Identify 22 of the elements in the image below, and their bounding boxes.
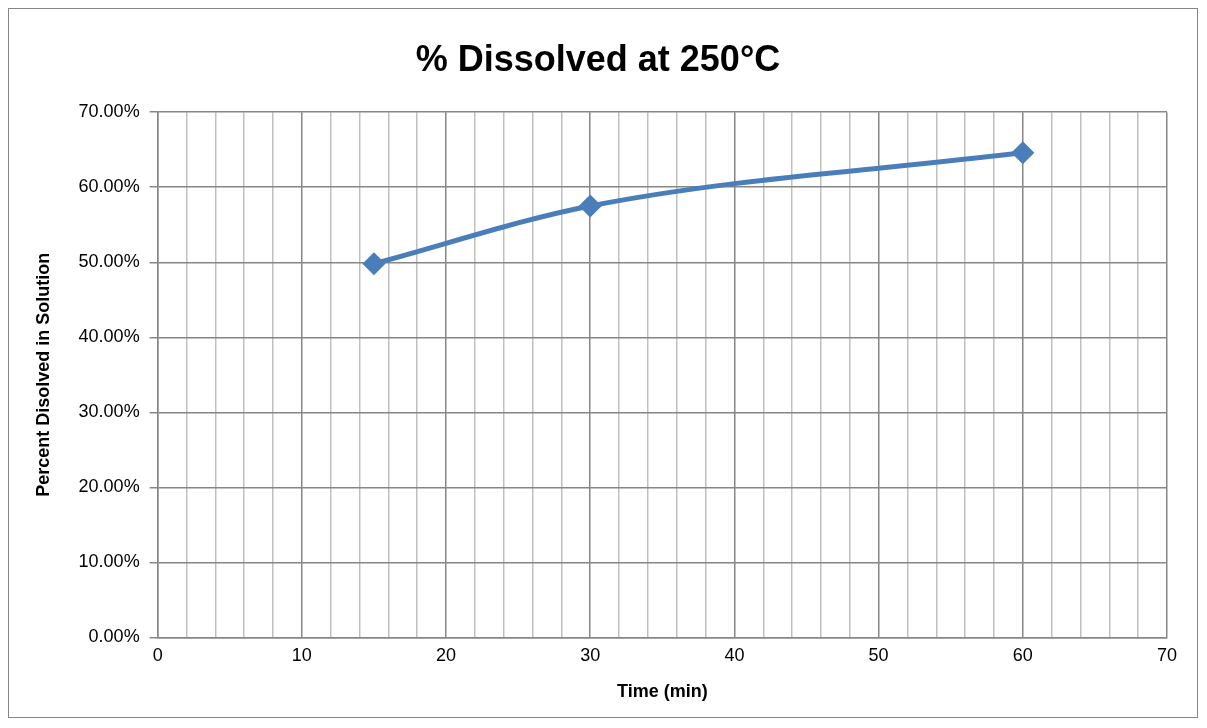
x-tick-label: 40 <box>724 645 745 666</box>
x-tick-label: 20 <box>436 645 457 666</box>
y-axis-title: Percent Disolved in Solution <box>32 252 53 497</box>
y-tick-label: 0.00% <box>88 626 140 647</box>
chart-title: % Dissolved at 250°C <box>415 37 781 79</box>
y-tick-label: 40.00% <box>78 326 140 347</box>
y-tick-label: 20.00% <box>78 476 140 497</box>
x-tick-label: 30 <box>580 645 601 666</box>
y-tick-label: 70.00% <box>78 101 140 122</box>
y-tick-label: 10.00% <box>78 551 140 572</box>
x-tick-label: 70 <box>1156 645 1178 666</box>
y-tick-label: 30.00% <box>78 401 140 422</box>
point <box>363 253 385 275</box>
y-tick-label: 50.00% <box>78 251 140 272</box>
x-tick-label: 0 <box>152 645 163 666</box>
point <box>1012 142 1034 164</box>
x-tick-label: 60 <box>1012 645 1033 666</box>
y-tick-label: 60.00% <box>78 176 140 197</box>
point <box>579 195 601 217</box>
x-tick-label: 50 <box>868 645 889 666</box>
x-axis-title: Time (min) <box>616 681 708 702</box>
x-tick-label: 10 <box>291 645 312 666</box>
